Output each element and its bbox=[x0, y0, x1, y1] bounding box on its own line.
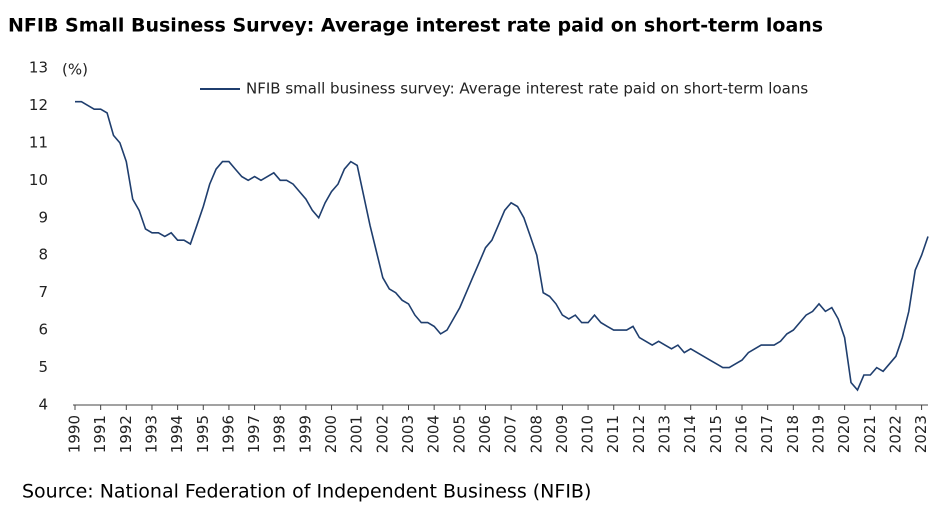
y-tick-label: 7 bbox=[38, 283, 48, 301]
x-tick-label: 1998 bbox=[271, 415, 289, 453]
y-tick-label: 10 bbox=[29, 171, 48, 189]
x-tick-label: 2022 bbox=[886, 415, 904, 453]
y-tick-label: 9 bbox=[38, 208, 48, 226]
x-tick-label: 1997 bbox=[245, 415, 263, 453]
x-tick-label: 2023 bbox=[912, 415, 930, 453]
x-tick-label: 2009 bbox=[553, 415, 571, 453]
y-tick-label: 13 bbox=[29, 59, 48, 77]
x-tick-label: 2005 bbox=[450, 415, 468, 453]
source: Source: National Federation of Independe… bbox=[22, 481, 591, 503]
x-tick-label: 1996 bbox=[219, 415, 237, 453]
y-tick-label: 4 bbox=[38, 396, 48, 414]
x-tick-label: 2018 bbox=[784, 415, 802, 453]
x-tick-label: 2006 bbox=[476, 415, 494, 453]
line-series bbox=[75, 100, 929, 392]
y-tick-label: 6 bbox=[38, 321, 48, 339]
y-axis-label: (%) bbox=[62, 61, 88, 79]
x-tick-label: 1992 bbox=[117, 415, 135, 453]
x-tick-label: 2020 bbox=[835, 415, 853, 453]
legend-label: NFIB small business survey: Average inte… bbox=[246, 80, 808, 98]
x-tick-label: 2016 bbox=[733, 415, 751, 453]
x-tick-label: 2008 bbox=[527, 415, 545, 453]
x-tick-label: 2019 bbox=[809, 415, 827, 453]
x-tick-label: 2001 bbox=[348, 415, 366, 453]
chart-title: NFIB Small Business Survey: Average inte… bbox=[8, 15, 823, 37]
x-tick-label: 1995 bbox=[194, 415, 212, 453]
x-tick-label: 1993 bbox=[142, 415, 160, 453]
x-tick-label: 2017 bbox=[758, 415, 776, 453]
x-tick-label: 1990 bbox=[66, 415, 84, 453]
y-tick-label: 8 bbox=[38, 246, 48, 264]
x-tick-label: 2013 bbox=[656, 415, 674, 453]
x-tick-label: 2021 bbox=[861, 415, 879, 453]
x-tick-label: 2015 bbox=[707, 415, 725, 453]
x-tick-label: 2012 bbox=[630, 415, 648, 453]
x-tick-label: 2002 bbox=[373, 415, 391, 453]
x-tick-label: 1991 bbox=[91, 415, 109, 453]
x-tick-label: 2004 bbox=[425, 415, 443, 453]
x-tick-label: 2007 bbox=[502, 415, 520, 453]
x-tick-label: 2011 bbox=[604, 415, 622, 453]
x-tick-label: 1994 bbox=[168, 415, 186, 453]
y-tick-label: 5 bbox=[38, 358, 48, 376]
x-tick-label: 2010 bbox=[579, 415, 597, 453]
x-tick-label: 1999 bbox=[296, 415, 314, 453]
x-tick-label: 2000 bbox=[322, 415, 340, 453]
x-tick-label: 2014 bbox=[681, 415, 699, 453]
y-tick-label: 12 bbox=[29, 96, 48, 114]
y-tick-label: 11 bbox=[29, 133, 48, 151]
x-tick-label: 2003 bbox=[399, 415, 417, 453]
